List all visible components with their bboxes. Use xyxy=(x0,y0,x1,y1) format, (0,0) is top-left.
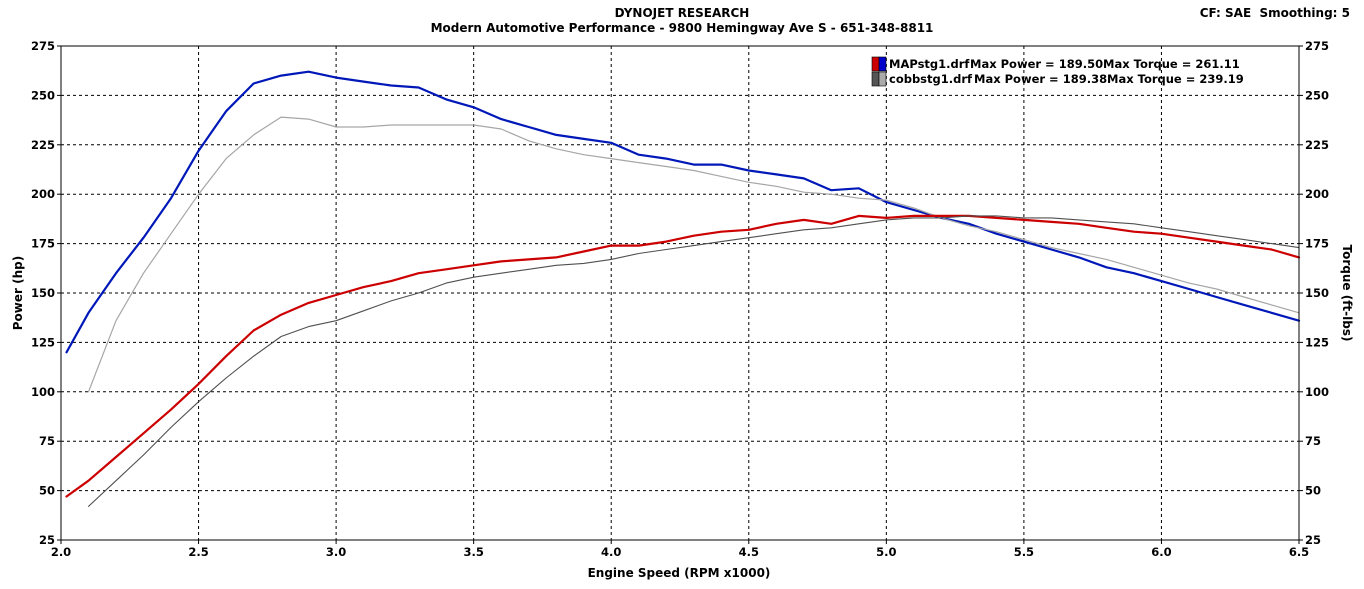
legend-swatch-cobb-right xyxy=(878,71,887,87)
correction-info: CF: SAE Smoothing: 5 xyxy=(1200,6,1350,20)
x-tick-label: 2.5 xyxy=(188,545,208,559)
series-line-cobb_power xyxy=(87,215,1300,507)
y-tick-label-right: 150 xyxy=(1305,286,1329,300)
y-tick-label-left: 75 xyxy=(39,434,55,448)
legend-swatch-map-right xyxy=(878,56,887,72)
legend-cobb-file: cobbstg1.drf xyxy=(889,72,973,86)
y-tick-label-left: 275 xyxy=(31,39,55,53)
y-tick-label-right: 225 xyxy=(1305,138,1329,152)
x-tick-label: 2.0 xyxy=(51,545,71,559)
cf-label: CF: SAE xyxy=(1199,6,1252,20)
y-tick-label-right: 200 xyxy=(1305,187,1329,201)
y-tick-label-right: 100 xyxy=(1305,385,1329,399)
y-tick-label-left: 225 xyxy=(31,138,55,152)
x-tick-label: 4.5 xyxy=(739,545,759,559)
x-tick-label: 3.5 xyxy=(463,545,483,559)
x-tick-label: 5.0 xyxy=(876,545,896,559)
grid xyxy=(61,46,1299,540)
y-tick-label-left: 175 xyxy=(31,237,55,251)
legend-map-power: Max Power = 189.50 xyxy=(970,57,1103,71)
y-tick-label-left: 125 xyxy=(31,335,55,349)
legend-map-torque: Max Torque = 261.11 xyxy=(1103,57,1240,71)
y-tick-label-right: 25 xyxy=(1305,533,1321,547)
y-tick-label-right: 275 xyxy=(1305,39,1329,53)
y-tick-label-left: 200 xyxy=(31,187,55,201)
legend: MAPstg1.drf Max Power = 189.50 Max Torqu… xyxy=(871,56,1244,87)
y-tick-label-right: 50 xyxy=(1305,484,1321,498)
y-axis-label-right: Torque (ft-lbs) xyxy=(1340,245,1354,342)
y-tick-label-right: 175 xyxy=(1305,237,1329,251)
ticks: 25 25 50 50 75 75 100 100 125 125 150 150 175 175 200 2… xyxy=(31,39,1329,559)
smoothing-label: Smoothing: 5 xyxy=(1259,6,1351,20)
y-tick-label-right: 125 xyxy=(1305,335,1329,349)
legend-swatch-cobb-left xyxy=(871,71,880,87)
x-tick-label: 6.5 xyxy=(1289,545,1309,559)
y-tick-label-right: 75 xyxy=(1305,434,1321,448)
curves xyxy=(65,70,1301,507)
legend-cobb-torque: Max Torque = 239.19 xyxy=(1107,72,1244,86)
series-line-cobb_torque xyxy=(87,116,1300,393)
x-tick-label: 5.5 xyxy=(1014,545,1034,559)
x-axis-label: Engine Speed (RPM x1000) xyxy=(588,566,771,580)
x-tick-label: 6.0 xyxy=(1151,545,1171,559)
y-tick-label-left: 25 xyxy=(39,533,55,547)
y-tick-label-right: 250 xyxy=(1305,88,1329,102)
y-axis-label-left: Power (hp) xyxy=(11,256,25,330)
series-line-map_torque xyxy=(65,70,1301,354)
y-tick-label-left: 50 xyxy=(39,484,55,498)
y-tick-label-left: 100 xyxy=(31,385,55,399)
report-subtitle: Modern Automotive Performance - 9800 Hem… xyxy=(430,21,934,35)
report-title: DYNOJET RESEARCH xyxy=(614,6,750,20)
x-tick-label: 4.0 xyxy=(601,545,621,559)
legend-swatch-map-left xyxy=(871,56,880,72)
x-tick-label: 3.0 xyxy=(326,545,346,559)
y-tick-label-left: 150 xyxy=(31,286,55,300)
y-tick-label-left: 250 xyxy=(31,88,55,102)
series-line-map_power xyxy=(65,214,1301,498)
legend-map-file: MAPstg1.drf xyxy=(889,57,970,71)
legend-cobb-power: Max Power = 189.38 xyxy=(974,72,1107,86)
